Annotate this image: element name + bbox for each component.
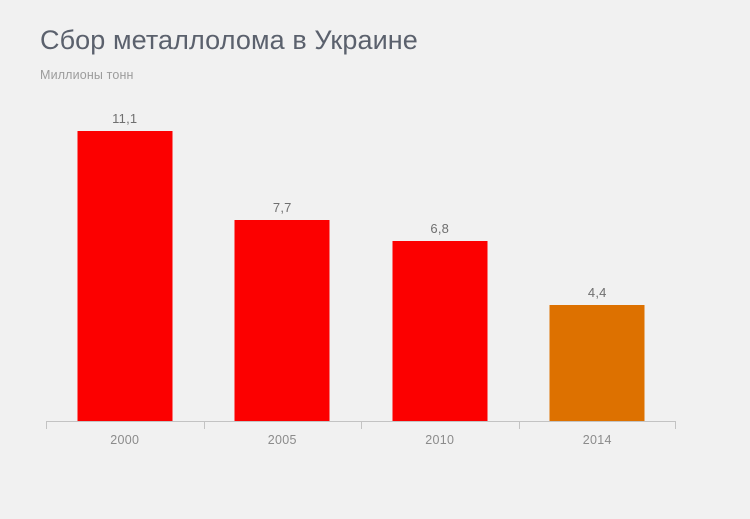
bar-value-label: 7,7 [272, 200, 292, 215]
bar-2005[interactable]: 7,7 [234, 200, 330, 422]
bar-value-label: 6,8 [430, 221, 450, 236]
bar-group-2010: 6,8 [361, 100, 519, 422]
x-axis-category-label: 2014 [582, 433, 612, 447]
bar-value-label: 11,1 [112, 111, 138, 126]
x-axis-tick [675, 422, 676, 429]
bar-group-2014: 4,4 [519, 100, 677, 422]
bar-group-2005: 7,7 [204, 100, 362, 422]
bar-value-label: 4,4 [587, 285, 607, 300]
x-axis-tick [361, 422, 362, 429]
x-axis-line [46, 421, 676, 422]
x-axis-category-label: 2010 [425, 433, 455, 447]
x-axis-tick [46, 422, 47, 429]
bar-2014[interactable]: 4,4 [549, 285, 645, 422]
bar-group-2000: 11,1 [46, 100, 204, 422]
bar-2000[interactable]: 11,1 [77, 111, 173, 422]
x-axis-category-label: 2000 [110, 433, 140, 447]
plot-area: 11,1 7,7 6,8 4,4 [46, 100, 676, 422]
x-axis-tick [203, 422, 205, 429]
chart-title: Сбор металлолома в Украине [40, 25, 418, 55]
bar-2010[interactable]: 6,8 [392, 221, 488, 422]
x-axis-tick [518, 422, 520, 429]
chart-header: Сбор металлолома в Украине Миллионы тонн [40, 24, 700, 83]
chart-subtitle: Миллионы тонн [40, 68, 134, 82]
x-axis-category-label: 2005 [267, 433, 297, 447]
